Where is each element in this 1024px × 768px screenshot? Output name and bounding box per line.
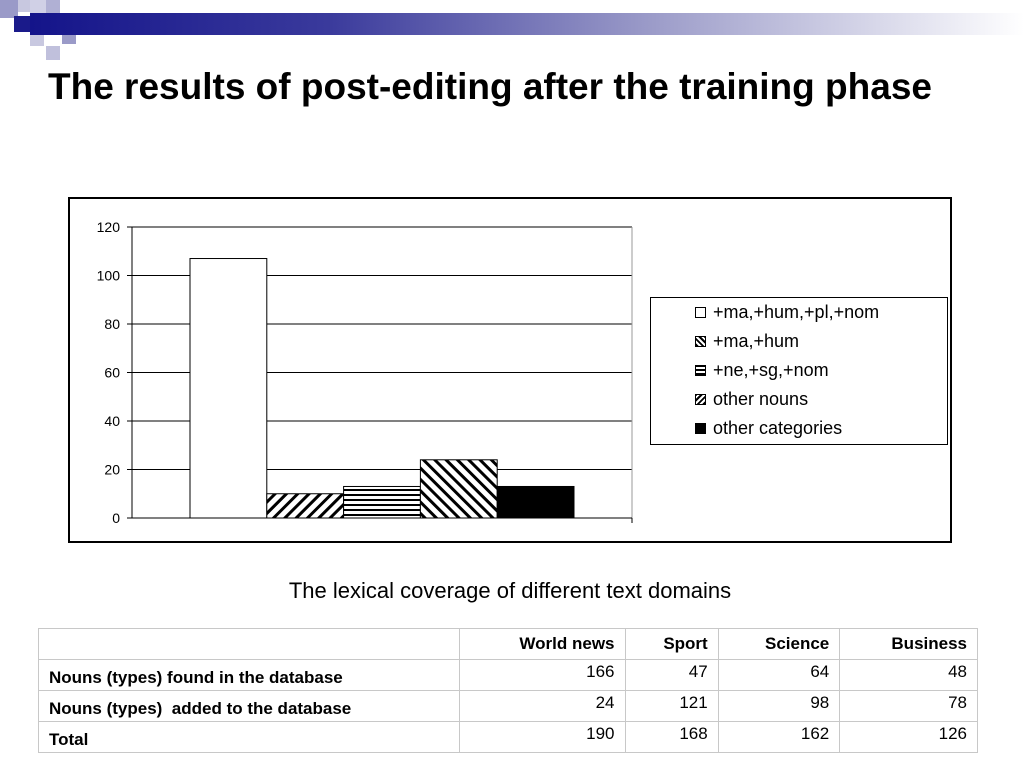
table-header-empty (38, 628, 460, 660)
table-header-science: Science (717, 628, 841, 660)
y-tick-label: 0 (112, 510, 120, 526)
chart-legend: +ma,+hum,+pl,+nom +ma,+hum +ne,+sg,+nom oth… (650, 297, 948, 445)
legend-label: +ma,+hum (713, 330, 800, 351)
row-label: Nouns (types) found in the database (38, 659, 460, 691)
table-cell: 162 (717, 721, 841, 753)
table-cell: 78 (839, 690, 978, 722)
table-cell: 168 (624, 721, 719, 753)
legend-swatch (695, 306, 706, 318)
legend-item: +ma,+hum,+pl,+nom (695, 301, 879, 323)
bar-chart: 0 20 40 60 80 100 120 (97, 219, 633, 526)
bar-2 (343, 485, 421, 519)
bar-3 (419, 459, 498, 519)
legend-swatch (695, 393, 706, 405)
table-header-world-news: World news (459, 628, 626, 660)
legend-swatch (695, 364, 706, 376)
chart-frame: 0 20 40 60 80 100 120 +ma,+hum,+pl,+nom +ma,+hu… (68, 197, 952, 543)
bar-0 (189, 258, 268, 519)
table-cell: 121 (624, 690, 719, 722)
legend-label: other nouns (713, 388, 809, 409)
table-cell: 190 (459, 721, 626, 753)
table-cell: 98 (717, 690, 841, 722)
bar-1 (266, 493, 345, 519)
y-tick-label: 40 (104, 413, 120, 429)
table-header-row: World news Sport Science Business (38, 628, 978, 660)
legend-label: other categories (713, 417, 843, 438)
legend-swatch (695, 335, 706, 347)
table-cell: 166 (459, 659, 626, 691)
legend-item: +ma,+hum (695, 330, 799, 352)
table-cell: 48 (839, 659, 978, 691)
legend-item: other nouns (695, 388, 808, 410)
table-cell: 24 (459, 690, 626, 722)
y-tick-label: 100 (97, 268, 121, 284)
legend-item: other categories (695, 417, 842, 439)
corner-decoration (0, 0, 90, 70)
legend-item: +ne,+sg,+nom (695, 359, 829, 381)
table-row: Nouns (types) added to the database 24 1… (38, 690, 978, 722)
legend-swatch (695, 422, 706, 434)
table-row: Nouns (types) found in the database 166 … (38, 659, 978, 691)
table-cell: 126 (839, 721, 978, 753)
y-tick-label: 80 (104, 316, 120, 332)
table-cell: 47 (624, 659, 719, 691)
legend-label: +ne,+sg,+nom (713, 359, 829, 380)
table-header-sport: Sport (624, 628, 719, 660)
coverage-table: World news Sport Science Business Nouns … (38, 628, 978, 753)
y-tick-label: 60 (104, 365, 120, 381)
header-band (30, 13, 1024, 35)
table-row: Total 190 168 162 126 (38, 721, 978, 753)
y-tick-label: 20 (104, 462, 120, 478)
y-tick-label: 120 (97, 219, 121, 235)
table-caption: The lexical coverage of different text d… (288, 578, 732, 603)
row-label: Total (38, 721, 460, 753)
row-label: Nouns (types) added to the database (38, 690, 460, 722)
legend-label: +ma,+hum,+pl,+nom (713, 301, 880, 322)
table-header-business: Business (839, 628, 978, 660)
table-cell: 64 (717, 659, 841, 691)
slide-title: The results of post-editing after the tr… (48, 66, 932, 107)
bar-4 (496, 485, 575, 519)
